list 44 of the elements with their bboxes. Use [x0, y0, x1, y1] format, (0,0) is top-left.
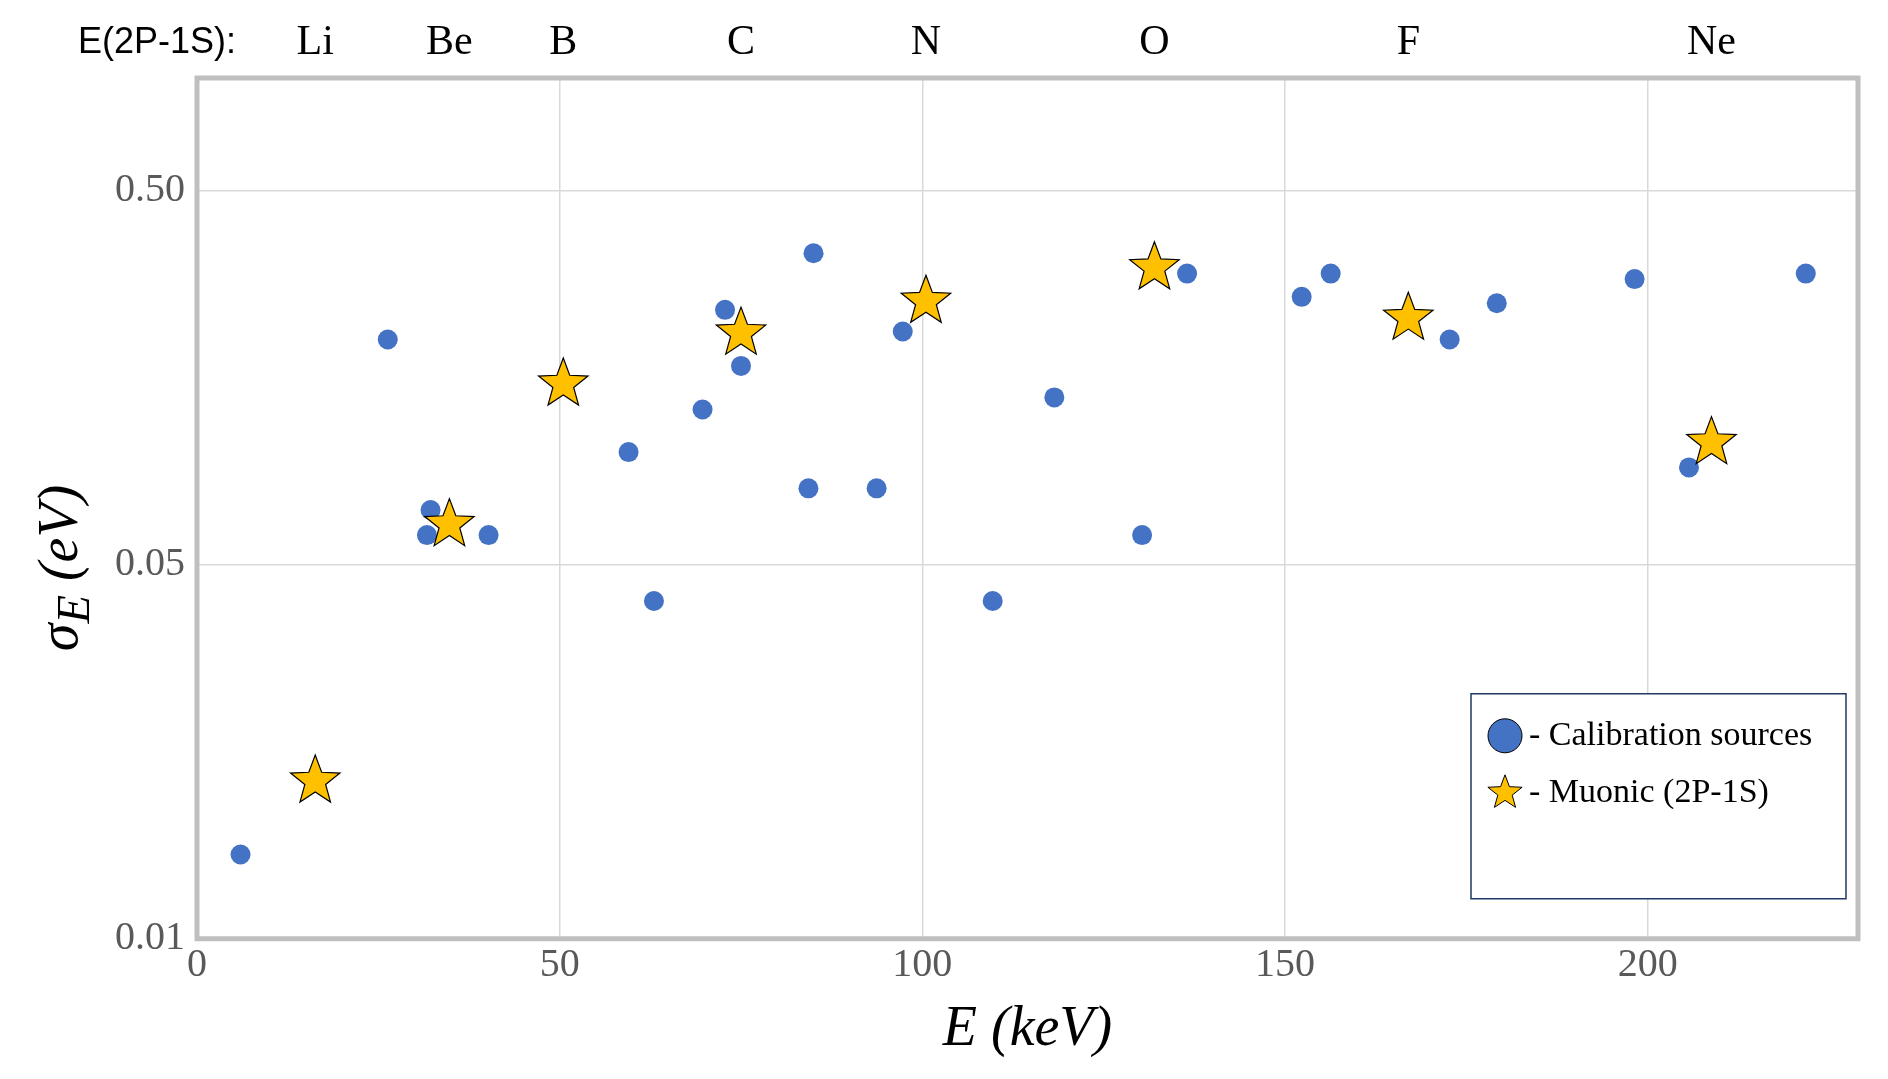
- point: [1679, 457, 1699, 478]
- point: [478, 525, 499, 546]
- point: [643, 590, 664, 611]
- text: F: [1396, 17, 1420, 64]
- point: [982, 590, 1003, 611]
- point: [1291, 286, 1312, 307]
- point: [1624, 269, 1645, 290]
- x-tick-label: 150: [1254, 940, 1315, 986]
- point: [803, 243, 824, 264]
- point: [866, 478, 887, 499]
- point: [892, 321, 913, 342]
- x-tick-label: 200: [1617, 940, 1678, 986]
- point: [377, 329, 398, 350]
- text: O: [1139, 17, 1170, 64]
- text: Li: [296, 17, 334, 64]
- point: [1044, 387, 1065, 408]
- y-tick-label: 0.50: [115, 165, 185, 211]
- legend-label: - Calibration sources: [1529, 714, 1813, 752]
- text: B: [549, 17, 578, 64]
- x-axis-title: E (keV): [941, 995, 1113, 1059]
- legend-label: - Muonic (2P-1S): [1529, 771, 1769, 810]
- text: Be: [426, 17, 473, 64]
- text: Ne: [1686, 17, 1736, 64]
- x-tick-label: 100: [892, 940, 953, 986]
- x-tick-label: 0: [187, 940, 207, 986]
- point: [731, 355, 751, 376]
- y-tick-label: 0.01: [115, 913, 185, 959]
- point: [1177, 263, 1198, 284]
- point: [798, 478, 819, 499]
- point: [416, 525, 437, 546]
- point: [618, 442, 639, 463]
- x-tick-label: 50: [539, 940, 580, 986]
- point: [230, 844, 251, 865]
- text: C: [726, 17, 755, 64]
- point: [1795, 263, 1816, 284]
- point: [1486, 293, 1507, 314]
- text: E(2P-1S):: [78, 19, 237, 61]
- point: [1439, 329, 1460, 350]
- point: [1132, 525, 1153, 546]
- point: [692, 399, 713, 420]
- y-tick-label: 0.05: [115, 539, 185, 585]
- point: [715, 299, 736, 320]
- point: [1320, 263, 1341, 284]
- text: N: [910, 17, 942, 64]
